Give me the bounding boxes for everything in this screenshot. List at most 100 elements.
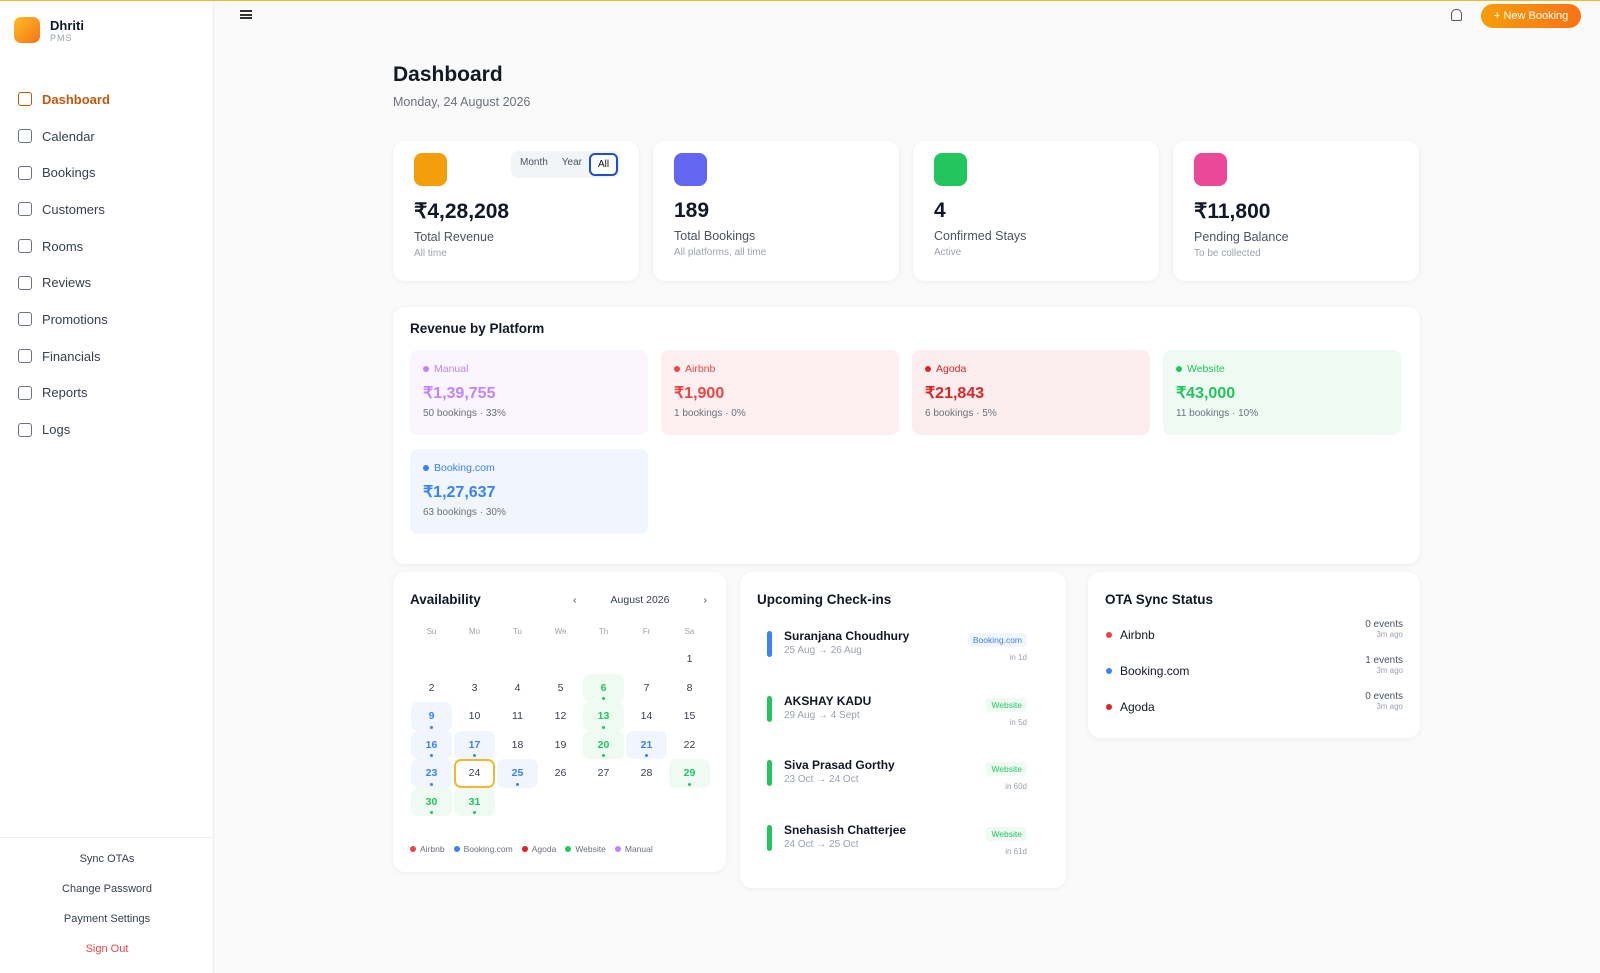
day[interactable]: 6 [583,673,624,702]
platform-name: Website [1176,363,1388,375]
booking-dot [516,782,519,786]
stat-sub: All time [414,248,447,259]
legend-dot [565,846,572,852]
platform-label: Agoda [936,363,967,375]
day[interactable]: 21 [626,730,667,759]
day-number: 10 [468,710,481,723]
day[interactable]: 28 [626,759,667,788]
day-number: 9 [428,710,435,723]
ota-ago: 3m ago [1376,702,1403,711]
filter-option[interactable]: Month [520,157,548,168]
stat-value: 189 [674,199,710,222]
nav-icon [18,275,32,290]
day[interactable]: 24 [454,759,495,788]
nav-item[interactable]: Logs [0,411,214,448]
checkin-bar [767,631,772,657]
menu-button[interactable] [240,10,252,19]
nav-icon [18,165,32,180]
guest-name: Suranjana Choudhury [784,629,910,643]
day[interactable]: 25 [497,759,538,788]
stat-value: ₹11,800 [1194,200,1271,223]
day-number: 31 [468,795,481,808]
day[interactable]: 31 [454,787,495,816]
nav-item[interactable]: Promotions [0,301,214,338]
day-number: 12 [554,710,567,723]
day[interactable]: 12 [540,702,581,731]
day[interactable]: 5 [540,674,581,703]
nav-item[interactable]: Bookings [0,154,214,191]
day[interactable]: 29 [669,759,710,788]
nav-item[interactable]: Dashboard [0,81,214,118]
day[interactable]: 16 [411,730,452,759]
checkins: Suranjana Choudhury 25 Aug → 26 Aug Bookin… [757,607,1049,865]
legend-label: Manual [624,844,653,854]
ota-events: 0 events [1365,691,1403,702]
day[interactable]: 1 [669,645,710,674]
month: August 2026 [610,594,670,606]
platforms: Manual ₹1,39,755 50 bookings · 33% Airbnb ₹1… [410,350,1403,534]
sidebar-action[interactable]: Change Password [62,883,152,895]
day[interactable]: 18 [497,731,538,760]
day[interactable]: 17 [454,730,495,759]
day[interactable]: 9 [411,702,452,731]
sidebar-action[interactable]: Sign Out [85,943,129,955]
stat-card: 4 Confirmed Stays Active [913,141,1159,281]
nav-item[interactable]: Financials [0,338,214,375]
notifications[interactable] [1451,9,1462,21]
checkin[interactable]: Siva Prasad Gorthy 23 Oct → 24 Oct Website… [757,736,1049,801]
day[interactable]: 2 [411,674,452,703]
day[interactable]: 30 [411,787,452,816]
checkin[interactable]: Snehasish Chatterjee 24 Oct → 25 Oct Websi… [757,801,1049,866]
day-number: 15 [683,710,696,723]
ota-ago: 3m ago [1376,630,1403,639]
day[interactable]: 4 [497,674,538,703]
day[interactable]: 7 [626,674,667,703]
nav-item[interactable]: Calendar [0,118,214,155]
platform-tile: Website ₹43,000 11 bookings · 10% [1163,350,1401,435]
legend-item: Booking.com [453,844,513,854]
platform-badge: Website [986,697,1027,712]
day[interactable]: 22 [669,731,710,760]
day-number: 29 [683,767,696,780]
stat-label: Total Revenue [414,230,494,244]
day[interactable]: 3 [454,674,495,703]
nav-item[interactable]: Customers [0,191,214,228]
platform-amount: ₹1,900 [674,385,725,402]
platform-name: Agoda [925,363,1137,375]
platform-tile: Booking.com ₹1,27,637 63 bookings · 30% [410,449,648,534]
prev-month[interactable]: ‹ [573,594,577,606]
nav-item[interactable]: Rooms [0,228,214,265]
platform-amount: ₹1,39,755 [423,385,496,402]
day[interactable]: 23 [411,759,452,788]
sidebar-action[interactable]: Payment Settings [63,913,151,925]
sidebar-action[interactable]: Sync OTAs [79,853,135,865]
filter-option[interactable]: All [589,153,619,176]
day[interactable]: 8 [669,674,710,703]
day[interactable]: 15 [669,702,710,731]
new-booking-button[interactable]: + New Booking [1481,4,1582,28]
platform-detail: 1 bookings · 0% [674,408,746,419]
next-month[interactable]: › [703,594,708,606]
platform-badge: Website [986,826,1027,841]
day-number: 11 [512,710,523,723]
stat-label: Total Bookings [674,229,756,243]
empty-cell [540,645,581,674]
day[interactable]: 14 [626,702,667,731]
day[interactable]: 20 [583,730,624,759]
day[interactable]: 27 [583,759,624,788]
nav-item[interactable]: Reviews [0,264,214,301]
platform-dot [423,366,429,372]
filter-option[interactable]: Year [561,157,583,168]
checkin[interactable]: Suranjana Choudhury 25 Aug → 26 Aug Bookin… [757,607,1049,672]
day[interactable]: 13 [583,702,624,731]
day[interactable]: 26 [540,759,581,788]
calendar: Su Mo Tu We Th Fr Sa 1 2 3 4 5 6 7 8 9 10 11 12 13 14 15 16 17 1… [410,619,710,816]
day-number: 3 [471,681,478,694]
checkin[interactable]: AKSHAY KADU 29 Aug → 4 Sept Website in 5d [757,672,1049,737]
day[interactable]: 10 [454,702,495,731]
day[interactable]: 19 [540,731,581,760]
day[interactable]: 11 [497,702,538,731]
nav-item[interactable]: Reports [0,375,214,412]
